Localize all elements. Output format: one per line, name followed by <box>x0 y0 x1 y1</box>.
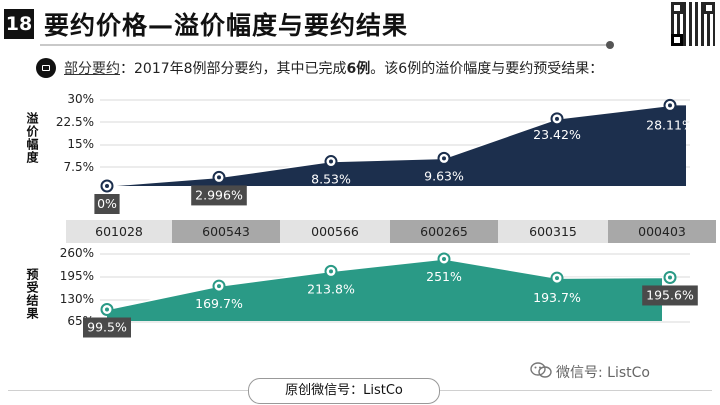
qr-code-icon <box>671 2 715 46</box>
intro-bold: 6例 <box>346 61 371 77</box>
data-label: 9.63% <box>424 168 464 183</box>
watermark: 微信号: ListCo <box>556 365 650 381</box>
acceptance-ytick: 130% <box>59 292 94 306</box>
acceptance-ytick: 260% <box>59 246 94 260</box>
intro-line: 部分要约：2017年8例部分要约，其中已完成6例。该6例的溢价幅度与要约预受结果… <box>36 56 716 80</box>
data-label: 169.7% <box>195 296 243 311</box>
acceptance-ytick: 195% <box>59 269 94 283</box>
premium-ytick: 30% <box>67 92 94 106</box>
data-label: 8.53% <box>311 172 351 187</box>
data-point-core <box>329 159 333 164</box>
data-label: 251% <box>426 269 462 284</box>
data-point-core <box>442 156 446 161</box>
data-label: 2.996% <box>195 187 243 202</box>
stock-code-cell: 601028 <box>66 220 172 243</box>
acceptance-ylabel: 预受结果 <box>25 268 39 320</box>
series-line <box>106 104 671 187</box>
data-label-box <box>83 317 131 338</box>
title-divider <box>40 44 610 46</box>
data-point-core <box>217 284 221 289</box>
intro-text-1: ：2017年8例部分要约，其中已完成 <box>120 61 347 77</box>
intro-label: 部分要约 <box>64 61 120 77</box>
data-label: 193.7% <box>533 290 581 305</box>
premium-ytick: 7.5% <box>63 160 95 174</box>
data-label: 99.5% <box>87 320 127 335</box>
premium-ytick: 15% <box>67 137 94 151</box>
section-number: 18 <box>4 9 34 39</box>
stock-code-cell: 000566 <box>280 220 390 243</box>
stock-code-cell: 600543 <box>172 220 280 243</box>
data-point-core <box>555 116 559 121</box>
intro-text-2: 。该6例的溢价幅度与要约预受结果： <box>370 61 604 77</box>
data-point-core <box>442 257 446 261</box>
page-title: 要约价格—溢价幅度与要约结果 <box>44 11 409 40</box>
header: 18 要约价格—溢价幅度与要约结果 <box>0 0 720 50</box>
data-label: 195.6% <box>646 287 694 302</box>
premium-ylabel: 溢价幅度 <box>25 112 39 164</box>
data-point-core <box>668 103 672 108</box>
stock-code-cell: 600265 <box>390 220 498 243</box>
data-label-box <box>191 185 247 206</box>
stock-code-cell: 600315 <box>498 220 608 243</box>
acceptance-chart: 99.5% 169.7% 213.8% 251% 193.7% 195.6% <box>83 252 698 338</box>
stock-code-cell: 000403 <box>608 220 716 243</box>
intro-text: 部分要约：2017年8例部分要约，其中已完成6例。该6例的溢价幅度与要约预受结果… <box>64 58 603 78</box>
data-label-box <box>642 285 698 306</box>
data-point-core <box>217 175 221 180</box>
data-point-core <box>555 276 559 281</box>
qr-code-corner <box>671 34 683 46</box>
data-label-box <box>94 194 120 214</box>
data-point-core <box>105 184 109 188</box>
series-line <box>106 258 671 311</box>
footer-badge: 原创微信号：ListCo <box>248 378 440 404</box>
intro-bullet-icon <box>36 58 56 78</box>
data-label: 213.8% <box>307 281 355 296</box>
divider-dot <box>606 41 614 49</box>
premium-chart: 0% 2.996% 8.53% 9.63% 23.42% 28.11% <box>94 98 694 214</box>
premium-ytick: 22.5% <box>55 115 94 129</box>
data-point-core <box>668 275 672 280</box>
data-label: 0% <box>97 196 117 211</box>
data-point-core <box>105 307 109 312</box>
area-series <box>107 105 686 186</box>
data-label: 23.42% <box>533 127 581 142</box>
area-series <box>107 259 670 321</box>
wechat-icon <box>530 362 552 378</box>
data-point-core <box>329 269 333 274</box>
data-label: 28.11% <box>646 117 694 132</box>
